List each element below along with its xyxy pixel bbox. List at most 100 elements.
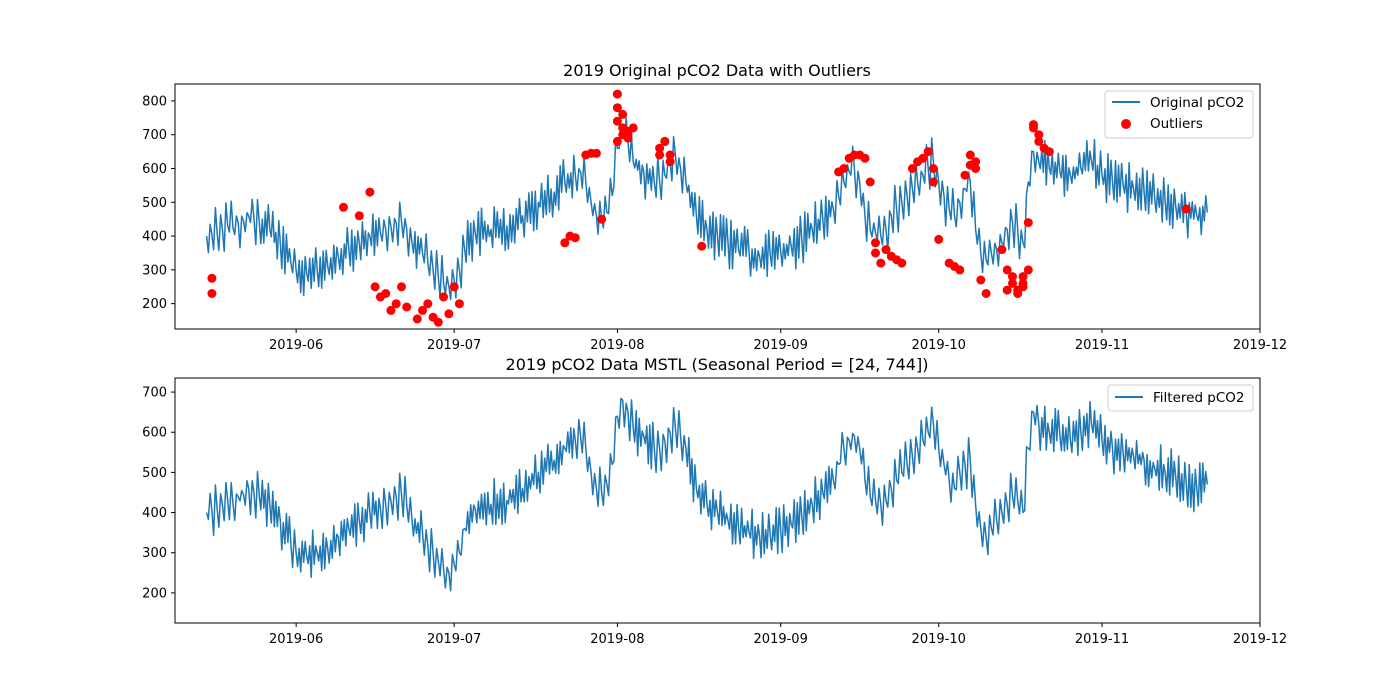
legend-label-filtered: Filtered pCO2 — [1153, 390, 1245, 406]
outlier-point — [1181, 204, 1191, 214]
series-line — [205, 117, 1209, 301]
x-tick-label: 2019-07 — [427, 338, 481, 353]
outlier-point — [207, 289, 217, 298]
outlier-point — [1013, 289, 1023, 298]
outlier-point — [928, 164, 938, 173]
outlier-point — [981, 289, 991, 298]
outlier-point — [444, 309, 454, 319]
outlier-point — [1018, 272, 1028, 282]
outlier-point — [1002, 285, 1012, 295]
y-tick-label: 200 — [142, 586, 167, 601]
bottom-chart-title: 2019 pCO2 Data MSTL (Seasonal Period = [… — [506, 355, 929, 374]
y-tick-label: 800 — [142, 94, 167, 109]
legend-label-original: Original pCO2 — [1150, 95, 1244, 111]
outlier-point — [591, 148, 601, 158]
bottom-axes: 2019 pCO2 Data MSTL (Seasonal Period = [… — [142, 355, 1287, 647]
outlier-point — [871, 238, 880, 248]
outlier-point — [1029, 123, 1038, 133]
outlier-point — [354, 211, 364, 221]
outlier-point — [665, 157, 675, 167]
outlier-point — [412, 314, 422, 324]
y-tick-label: 400 — [142, 506, 167, 521]
top-axes: 2019 Original pCO2 Data with Outliers 20… — [142, 61, 1287, 353]
outlier-point — [665, 150, 675, 160]
bottom-axes-frame — [174, 377, 1261, 624]
legend-marker-swatch — [1121, 119, 1131, 129]
outlier-point — [612, 89, 622, 99]
outlier-point — [976, 275, 986, 285]
outlier-point — [628, 123, 638, 133]
outlier-point — [386, 305, 396, 315]
outlier-point — [971, 164, 981, 173]
outlier-point — [439, 292, 449, 302]
outlier-point — [1023, 265, 1033, 275]
outlier-point — [897, 258, 907, 268]
x-tick-label: 2019-06 — [269, 632, 323, 647]
outlier-point — [655, 143, 665, 153]
outlier-point — [449, 282, 459, 292]
y-tick-label: 700 — [142, 386, 167, 401]
outlier-point — [1018, 278, 1028, 288]
top-axis-ticks: 2019-06 2019-07 2019-08 2019-09 2019-10 2019-… — [142, 94, 1287, 353]
outlier-point — [370, 282, 380, 292]
outlier-point — [618, 109, 628, 119]
bottom-axis-ticks: 2019-06 2019-07 2019-08 2019-09 2019-10 2019-… — [142, 386, 1287, 647]
outlier-point — [1008, 278, 1017, 288]
x-tick-label: 2019-08 — [590, 632, 644, 647]
outlier-point — [871, 248, 880, 258]
outlier-point — [1002, 265, 1012, 275]
outlier-point — [865, 177, 875, 187]
outlier-point — [612, 136, 622, 146]
outlier-point — [397, 282, 406, 292]
outlier-point — [960, 170, 970, 180]
x-tick-label: 2019-06 — [269, 338, 323, 353]
top-legend: Original pCO2 Outliers — [1104, 90, 1254, 139]
top-plot-area — [205, 89, 1209, 327]
outlier-point — [1008, 272, 1017, 282]
outlier-point — [1034, 130, 1044, 140]
x-tick-label: 2019-10 — [912, 338, 966, 353]
outlier-point — [433, 317, 443, 327]
outlier-point — [365, 187, 375, 197]
outlier-point — [612, 103, 622, 113]
y-tick-label: 300 — [142, 546, 167, 561]
y-tick-label: 400 — [142, 230, 167, 245]
y-tick-label: 500 — [142, 196, 167, 211]
outlier-point — [697, 241, 707, 251]
outlier-point — [907, 164, 917, 173]
x-tick-label: 2019-08 — [590, 338, 644, 353]
outlier-point — [876, 258, 886, 268]
outlier-point — [839, 164, 849, 173]
outlier-point — [339, 202, 348, 212]
outlier-point — [454, 299, 464, 309]
outlier-point — [881, 245, 891, 255]
y-tick-label: 500 — [142, 466, 167, 481]
outlier-point — [965, 150, 975, 160]
bottom-legend-box — [1107, 384, 1254, 412]
outlier-point — [1044, 147, 1054, 157]
outlier-point — [381, 289, 391, 298]
y-tick-label: 700 — [142, 128, 167, 143]
top-legend-box — [1104, 90, 1254, 139]
x-tick-label: 2019-12 — [1233, 632, 1287, 647]
outlier-point — [860, 153, 870, 163]
outlier-point — [660, 136, 670, 146]
outlier-point — [418, 305, 427, 315]
outlier-point — [1023, 218, 1033, 228]
top-chart-title: 2019 Original pCO2 Data with Outliers — [563, 61, 871, 80]
x-tick-label: 2019-10 — [912, 632, 966, 647]
bottom-legend: Filtered pCO2 — [1107, 384, 1254, 412]
outlier-point — [570, 233, 580, 243]
outlier-point — [928, 177, 938, 187]
bottom-plot-area — [205, 397, 1209, 592]
y-tick-label: 600 — [142, 162, 167, 177]
outlier-point — [597, 214, 607, 224]
outlier-point — [971, 157, 981, 167]
outlier-point — [955, 265, 965, 275]
outlier-point — [560, 238, 570, 248]
outlier-point — [918, 153, 928, 163]
outlier-point — [1034, 136, 1044, 146]
outlier-point — [423, 299, 433, 309]
outlier-point — [934, 234, 944, 244]
